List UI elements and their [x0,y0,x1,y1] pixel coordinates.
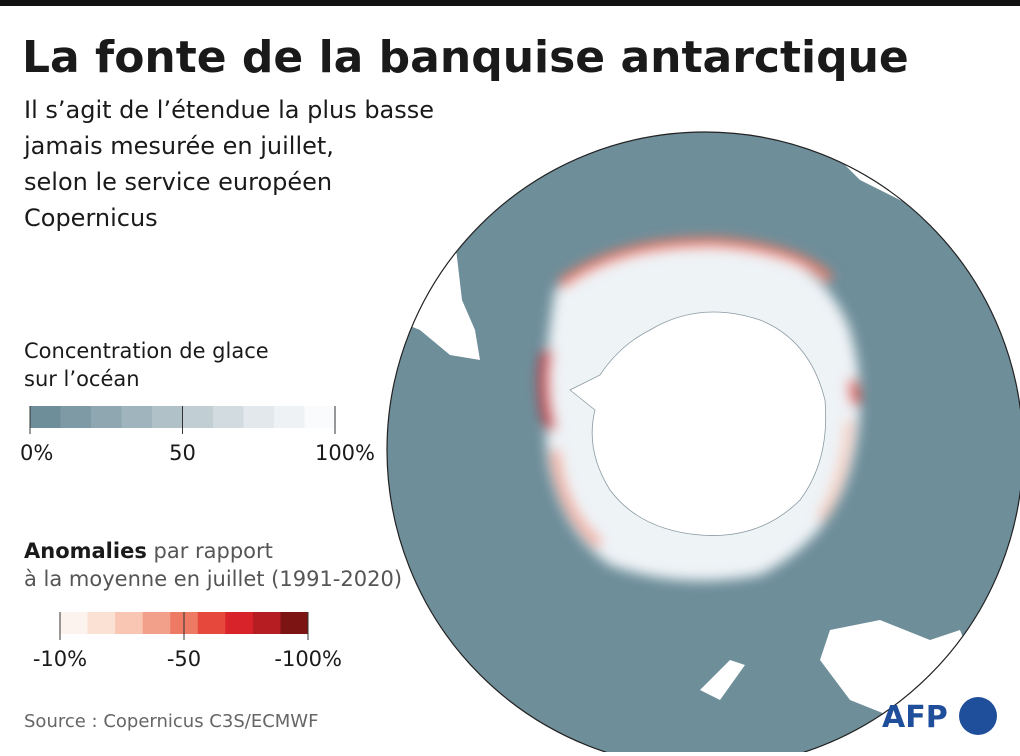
globe-outline [386,131,1020,756]
title: La fonte de la banquise antarctique [22,32,909,83]
legend-tick-label: 0% [20,441,53,465]
legend-title-rest: par rapport [147,539,273,563]
legend-swatch [225,612,254,634]
legend-title-bold: Anomalies [24,539,147,563]
concentration-legend: Concentration de glace sur l’océan 0% 50 100… [20,339,375,465]
new-zealand [700,660,745,700]
source: Source : Copernicus C3S/ECMWF [24,711,318,732]
legend-tick-label: 100% [315,441,375,465]
afp-logo-dot [959,697,997,735]
legend-swatch [152,406,183,428]
legend-tick-label: 50 [169,441,196,465]
legend-title: Concentration de glace [24,339,269,363]
legend-swatch [87,612,116,634]
legend-swatch [30,406,61,428]
top-bar [0,0,1020,6]
antarctica [569,311,827,536]
map [387,132,1020,756]
legend-swatch [60,406,92,428]
legend-swatch [91,406,122,428]
legend-swatch [182,406,214,428]
legend-title: à la moyenne en juillet (1991-2020) [24,567,402,591]
legend-swatch [142,612,171,634]
afp-logo: AFP [882,700,948,735]
legend-swatch [274,406,305,428]
legend-swatch [213,406,244,428]
legend-tick-label: -100% [274,647,342,671]
legend-swatch [280,612,309,634]
subtitle: Il s’agit de l’étendue la plus basse jama… [23,96,434,232]
legend-swatch [115,612,144,634]
legend-swatch [121,406,153,428]
legend-tick-label: -10% [33,647,87,671]
subtitle-line: selon le service européen [24,168,332,196]
legend-tick-label: -50 [167,647,201,671]
legend-title: Anomalies par rapport [24,539,273,563]
subtitle-line: Copernicus [24,204,158,232]
legend-swatch [197,612,226,634]
legend-title: sur l’océan [24,367,140,391]
anomaly-legend: Anomalies par rapport à la moyenne en jui… [24,539,402,671]
subtitle-line: jamais mesurée en juillet, [23,132,334,160]
legend-swatch [304,406,336,428]
legend-swatch [243,406,275,428]
legend-swatch [60,612,89,634]
subtitle-line: Il s’agit de l’étendue la plus basse [24,96,434,124]
legend-swatch [252,612,281,634]
